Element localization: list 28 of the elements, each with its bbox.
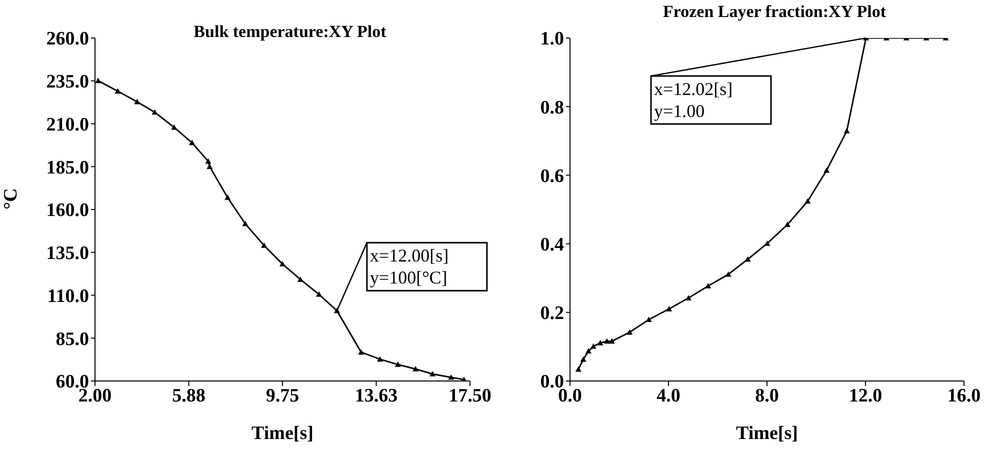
x-tick-label: 17.50 [448,385,492,406]
y-tick-label: 1.0 [540,28,564,50]
y-tick-label: 110.0 [47,286,89,307]
y-tick-label: 0.6 [540,166,564,187]
chart-title: Bulk temperature:XY Plot [194,22,386,41]
annotation: x=12.02[s] y=1.00 [654,79,733,121]
y-tick-label: 160.0 [46,200,89,222]
x-tick-label: 9.75 [266,385,300,406]
x-tick-label: 8.0 [755,385,779,406]
x-axis-title: Time[s] [736,423,798,444]
x-tick-label: 12.0 [848,385,882,406]
y-tick-label: 0.2 [540,303,564,324]
x-tick-label: 5.88 [172,385,206,406]
y-tick-label: 0.4 [540,234,564,256]
y-tick-label: 85.0 [56,328,89,350]
y-tick-label: 235.0 [46,72,89,93]
y-tick-label: 135.0 [46,243,89,264]
annotation: x=12.00[s] y=100[°C] [370,246,449,288]
y-tick-label: 185.0 [46,157,89,178]
y-tick-label: 210.0 [46,114,89,136]
x-tick-label: 16.0 [947,385,981,406]
x-tick-label: 13.63 [354,385,398,406]
x-axis-title: Time[s] [252,423,314,444]
chart-title: Frozen Layer fraction:XY Plot [662,2,887,22]
y-tick-label: 0.8 [540,97,564,118]
y-axis-title: °C [0,188,22,210]
x-tick-label: 4.0 [656,385,680,406]
y-tick-label: 260.0 [46,28,89,50]
